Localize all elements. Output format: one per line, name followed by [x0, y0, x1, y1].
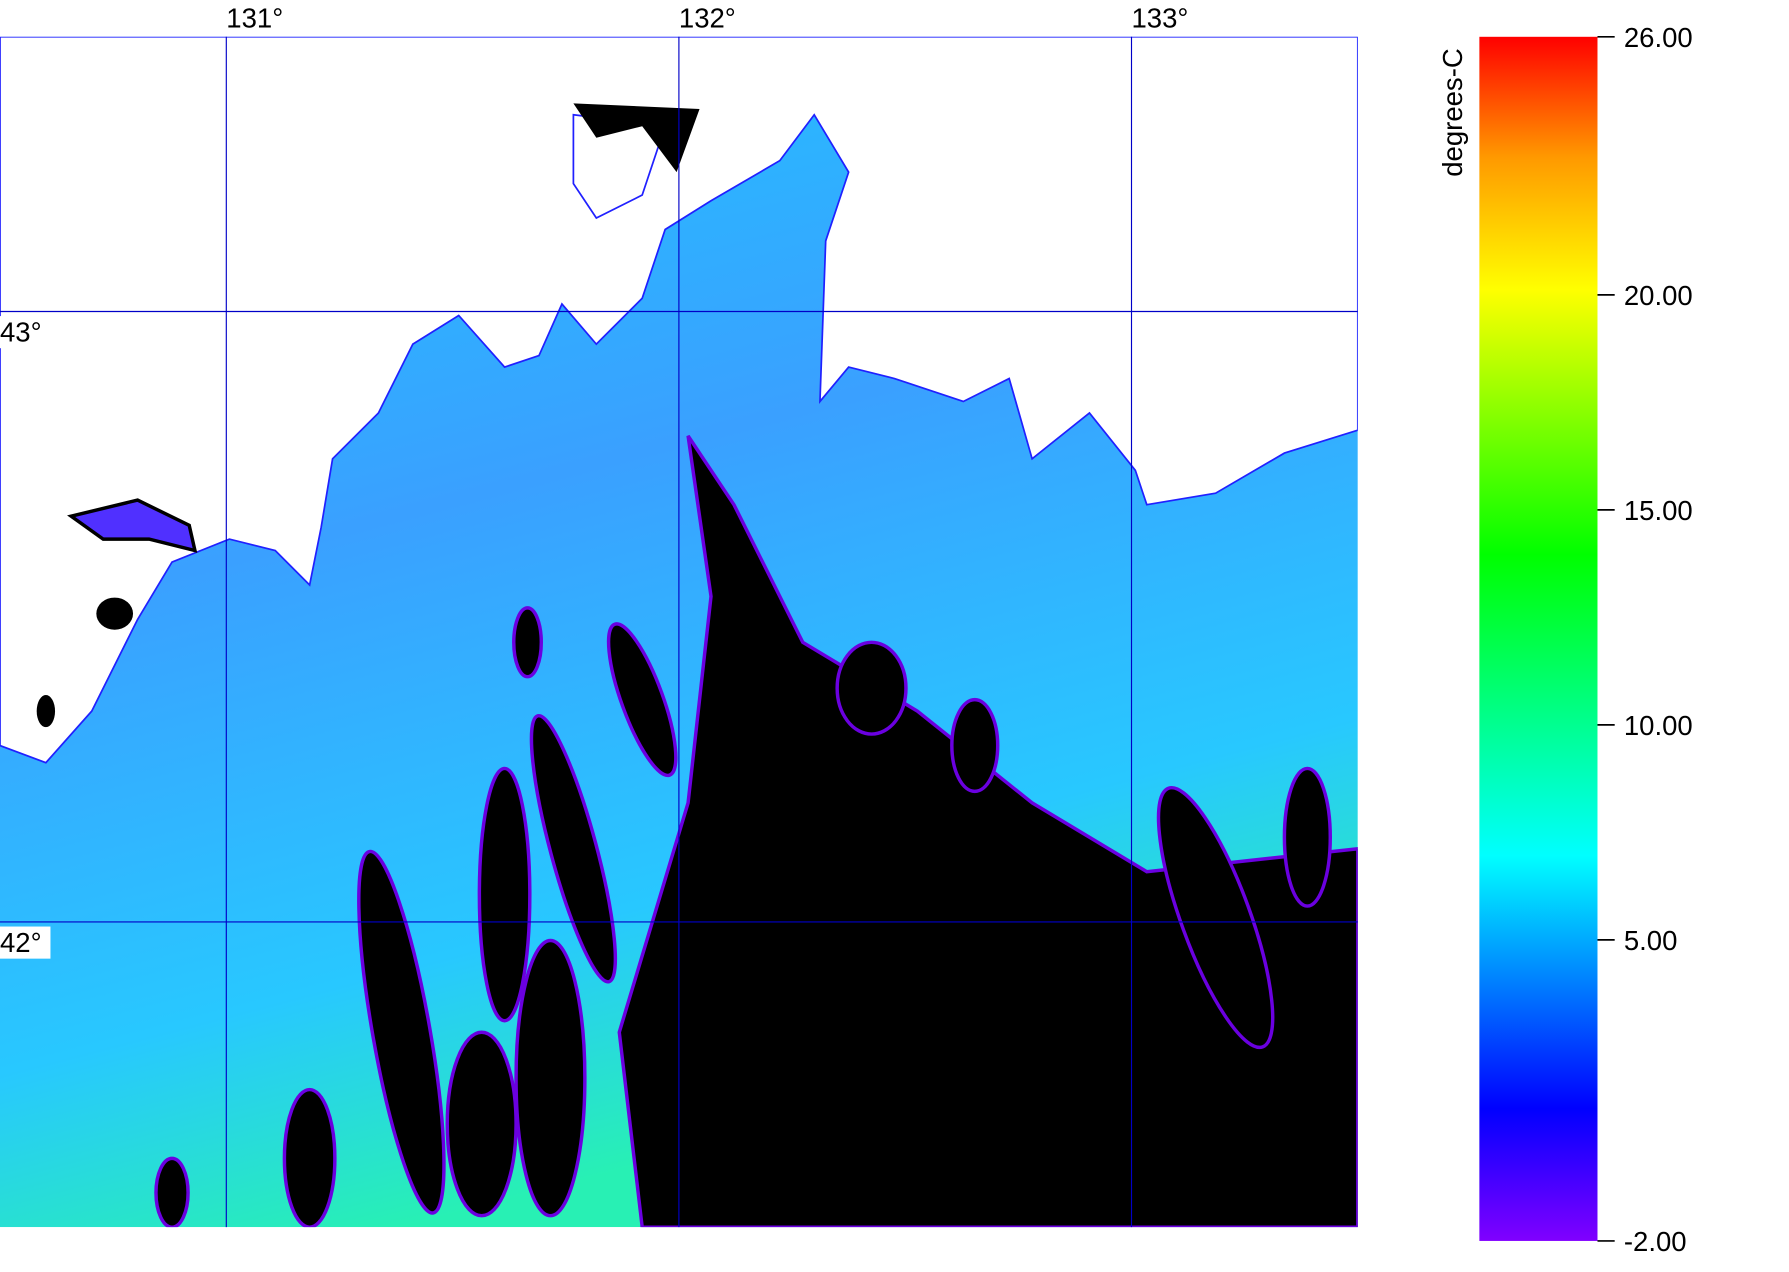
graticule-labels: 131° 132° 133° 43° 42°: [0, 3, 1188, 959]
lon-label: 133°: [1132, 3, 1189, 34]
lon-label: 132°: [679, 3, 736, 34]
colorbar-label: degrees-C: [1437, 48, 1468, 176]
colorbar-tick-label: 26.00: [1624, 22, 1693, 53]
colorbar-tick-label: -2.00: [1624, 1226, 1687, 1257]
lat-label: 42°: [0, 927, 42, 958]
lat-label-bg: [0, 316, 51, 349]
colorbar-tick-label: 20.00: [1624, 280, 1693, 311]
colorbar: [1479, 36, 1598, 1241]
land-patch: [36, 695, 56, 728]
colorbar-tick-label: 15.00: [1624, 495, 1693, 526]
graticule: [0, 36, 1358, 1228]
colorbar-ticks: 26.00 20.00 15.00 10.00 5.00 -2.00: [1597, 22, 1693, 1257]
lat-label-bg: [0, 926, 51, 959]
land-patch: [573, 103, 700, 173]
lat-label: 43°: [0, 316, 42, 347]
colorbar-tick-label: 10.00: [1624, 710, 1693, 741]
land-patch: [96, 597, 134, 630]
lon-label: 131°: [226, 3, 283, 34]
cloud-mask: [154, 434, 1358, 1228]
lake: [67, 498, 198, 553]
colorbar-tick-label: 5.00: [1624, 925, 1678, 956]
